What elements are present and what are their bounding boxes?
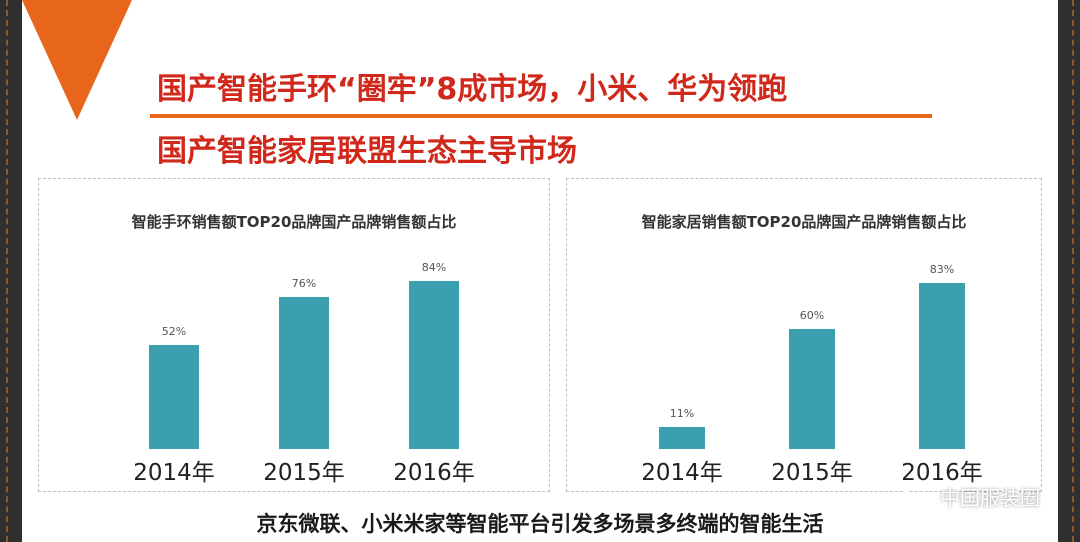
category-label-2: 2016年	[901, 460, 983, 486]
category-label-1: 2015年	[263, 460, 345, 486]
headline-line-2: 国产智能家居联盟生态主导市场	[157, 134, 577, 169]
watermark-text: 中国服装圈	[940, 486, 1040, 510]
bar-chart-wristband: 52% 2014年 76% 2015年 84% 2016年	[133, 261, 475, 486]
value-label-1: 76%	[292, 277, 316, 290]
headline-divider	[150, 114, 932, 118]
bar-1	[789, 329, 835, 449]
right-border-strip	[1058, 0, 1080, 542]
left-dashed-line	[6, 0, 8, 542]
category-label-0: 2014年	[133, 460, 215, 486]
value-label-2: 83%	[930, 263, 954, 276]
value-label-2: 84%	[422, 261, 446, 274]
chart-title: 智能手环销售额TOP20品牌国产品牌销售额占比	[131, 213, 457, 231]
bar-0	[149, 345, 199, 449]
category-label-0: 2014年	[641, 460, 723, 486]
chart-panel-smarthome: 智能家居销售额TOP20品牌国产品牌销售额占比 11% 2014年 60% 2015年…	[566, 178, 1042, 492]
bar-chart-smarthome: 11% 2014年 60% 2015年 83% 2016年	[641, 263, 983, 486]
watermark: 中国服装圈	[904, 482, 1040, 511]
left-border-strip	[0, 0, 22, 542]
bar-2	[409, 281, 459, 449]
value-label-0: 52%	[162, 325, 186, 338]
value-label-0: 11%	[670, 407, 694, 420]
value-label-1: 60%	[800, 309, 824, 322]
bar-1	[279, 297, 329, 449]
category-label-1: 2015年	[771, 460, 853, 486]
headline-line-1: 国产智能手环“圈牢”8成市场，小米、华为领跑	[157, 72, 788, 107]
wechat-icon	[904, 485, 933, 507]
chart-panel-wristband: 智能手环销售额TOP20品牌国产品牌销售额占比 52% 2014年 76% 2015年…	[38, 178, 550, 492]
right-dashed-line	[1072, 0, 1074, 542]
chart-title: 智能家居销售额TOP20品牌国产品牌销售额占比	[641, 213, 967, 231]
bar-0	[659, 427, 705, 449]
bar-2	[919, 283, 965, 449]
category-label-2: 2016年	[393, 460, 475, 486]
corner-triangle-decoration	[22, 0, 132, 120]
footer-caption: 京东微联、小米米家等智能平台引发多场景多终端的智能生活	[256, 512, 824, 536]
